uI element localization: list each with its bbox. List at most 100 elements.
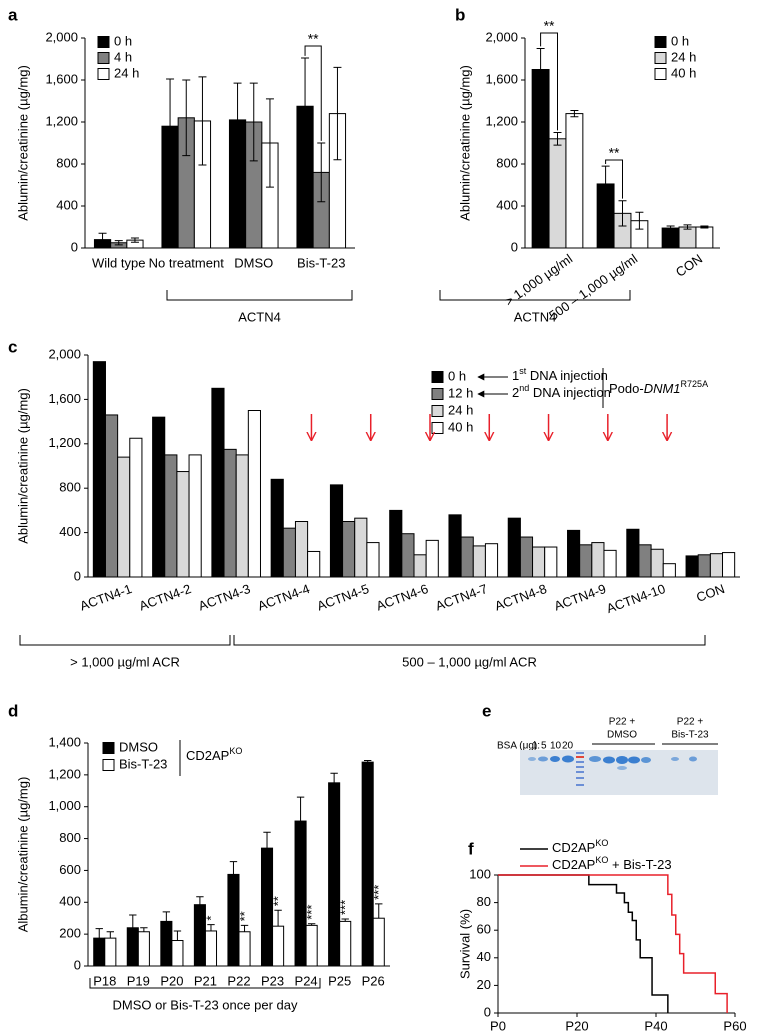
x-tick-label: ACTN4-5	[315, 581, 371, 614]
bsa-amount: 20	[562, 741, 574, 752]
bar	[104, 414, 119, 578]
y-tick-label: 800	[59, 480, 81, 495]
legend-label: 40 h	[671, 65, 696, 80]
legend-title: CD2APKO	[186, 746, 242, 763]
group-bracket	[233, 635, 706, 646]
legend-swatch	[431, 405, 444, 417]
error-bar	[196, 896, 204, 905]
legend-swatch	[97, 36, 110, 48]
legend-swatch	[431, 422, 444, 434]
significance-bracket	[540, 32, 558, 131]
panel-label: d	[8, 701, 18, 720]
error-bar	[330, 772, 338, 783]
x-tick-label: ACTN4-6	[374, 581, 430, 614]
x-tick-label: CON	[673, 251, 705, 280]
error-bar	[114, 240, 123, 246]
bar	[117, 456, 131, 578]
legend-title-text: CD2AP	[186, 748, 229, 763]
x-tick-label: ACTN4-10	[604, 581, 667, 616]
y-axis-label: Ablumin/creatinine (µg/mg)	[15, 388, 30, 544]
group-label: DMSO or Bis-T-23 once per day	[113, 997, 298, 1012]
bar	[272, 925, 285, 967]
bar	[92, 361, 106, 578]
y-tick-label: 1,600	[45, 71, 78, 86]
x-tick-label: ACTN4-1	[78, 581, 134, 614]
bsa-amount: 5	[541, 741, 547, 752]
legend-label: 0 h	[671, 33, 689, 48]
legend-label: 12 h	[448, 385, 473, 400]
error-bar	[307, 923, 316, 926]
error-bar	[375, 903, 383, 919]
bar	[532, 546, 546, 578]
y-tick-label: 400	[496, 197, 518, 212]
note-label-sup: R725A	[681, 379, 709, 389]
legend-swatch	[97, 68, 110, 80]
error-bar	[129, 914, 137, 928]
bar	[238, 931, 251, 967]
error-bar	[683, 224, 692, 230]
error-bar	[182, 79, 191, 157]
panel-label: f	[468, 839, 474, 858]
error-bar	[618, 200, 627, 227]
bar	[247, 410, 261, 578]
lane-group: P22 +	[677, 717, 704, 728]
bar	[294, 521, 309, 578]
lane-group: Bis-T-23	[671, 730, 709, 741]
bar	[137, 931, 150, 967]
legend-title-sup: KO	[229, 746, 242, 756]
lane-group: DMSO	[607, 730, 637, 741]
bar	[211, 387, 225, 578]
bar	[294, 820, 307, 967]
y-tick-label: 60	[477, 922, 491, 937]
legend-label-sup: KO	[595, 855, 608, 865]
group-bracket	[19, 635, 231, 646]
bar	[603, 549, 617, 578]
x-tick-label: ACTN4-4	[256, 581, 312, 614]
bsa-amount: 10	[550, 741, 562, 752]
legend-swatch	[431, 371, 444, 383]
bar	[223, 448, 237, 578]
x-tick-label: P21	[194, 973, 217, 988]
y-tick-label: 1,200	[48, 435, 81, 450]
bar	[401, 533, 415, 578]
error-bar	[570, 109, 579, 118]
bar	[129, 437, 143, 578]
y-axis-label: Albumin/creatinine (µg/mg)	[15, 777, 30, 933]
significance-bracket	[304, 45, 322, 141]
bar	[307, 550, 321, 578]
y-tick-label: 2,000	[45, 29, 78, 44]
bar	[531, 69, 550, 249]
significance-bracket	[605, 159, 623, 199]
x-tick-label: P26	[362, 973, 385, 988]
bar	[413, 554, 427, 578]
bar	[591, 542, 605, 578]
error-bar	[173, 930, 182, 941]
legend-label: 4 h	[114, 49, 132, 64]
error-bar	[553, 132, 562, 146]
bar	[160, 920, 173, 967]
legend-label: 24 h	[114, 65, 139, 80]
error-bar	[240, 924, 249, 932]
error-bar	[666, 225, 675, 231]
bar	[93, 937, 106, 967]
error-bar	[296, 796, 305, 822]
bar	[448, 514, 462, 578]
error-bar	[341, 918, 349, 922]
y-axis-label: Survival (%)	[457, 909, 472, 979]
x-tick-label: ACTN4-9	[552, 581, 608, 614]
gel-bands	[528, 755, 697, 770]
y-tick-label: 1,200	[48, 766, 81, 781]
x-tick-label: P0	[490, 1018, 506, 1033]
bar	[638, 544, 652, 578]
bar	[235, 454, 249, 578]
y-axis-label: Ablumin/creatinine (µg/mg)	[15, 65, 30, 221]
bar	[709, 553, 724, 578]
error-bar	[95, 928, 103, 939]
legend-label: 40 h	[448, 419, 473, 434]
y-tick-label: 2,000	[48, 346, 81, 361]
bar	[507, 517, 521, 578]
note-label-suffix: DNA injection	[529, 385, 611, 400]
y-tick-label: 1,200	[45, 113, 78, 128]
note-label: Podo-DNM1R725A	[609, 379, 708, 396]
bar	[176, 471, 190, 578]
